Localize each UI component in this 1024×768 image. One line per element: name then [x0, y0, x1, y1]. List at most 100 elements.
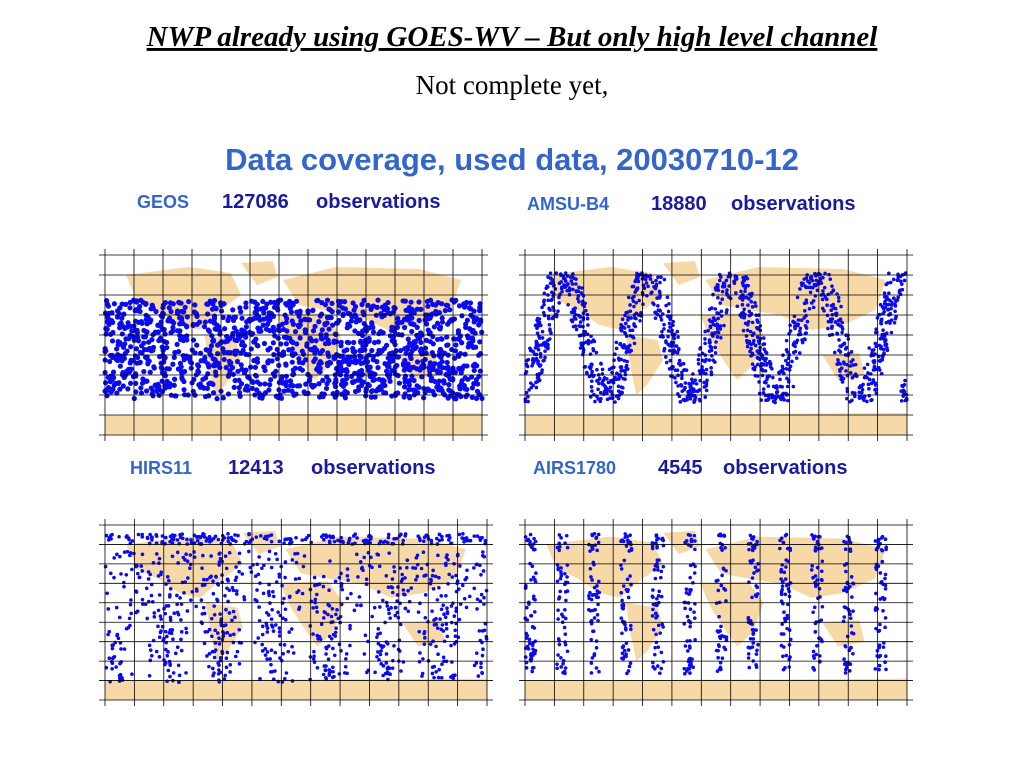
- obs-dot: [179, 630, 184, 634]
- obs-dot: [168, 330, 174, 336]
- obs-dot: [110, 643, 115, 648]
- obs-dot: [177, 360, 184, 366]
- obs-dot: [657, 289, 662, 294]
- obs-dot: [152, 615, 157, 619]
- obs-dot: [369, 320, 375, 326]
- obs-dot: [526, 647, 531, 651]
- obs-dot: [718, 327, 723, 331]
- obs-dot: [117, 305, 123, 311]
- obs-dot: [369, 535, 373, 539]
- obs-dot: [481, 550, 485, 554]
- panel-count: 18880: [651, 193, 707, 215]
- obs-dot: [786, 602, 790, 607]
- obs-dot: [692, 571, 697, 575]
- obs-dot: [444, 359, 450, 366]
- obs-dot: [348, 318, 355, 324]
- obs-dot: [555, 666, 559, 671]
- obs-dot: [205, 654, 209, 658]
- obs-dot: [183, 558, 187, 562]
- obs-dot: [162, 373, 169, 379]
- obs-dot: [531, 650, 536, 655]
- obs-dot: [771, 375, 775, 380]
- obs-dot: [746, 542, 751, 546]
- obs-dot: [312, 356, 318, 362]
- obs-dot: [693, 547, 697, 552]
- obs-dot: [283, 607, 288, 612]
- obs-dot: [419, 566, 424, 571]
- obs-dot: [791, 384, 796, 389]
- obs-dot: [738, 296, 742, 300]
- obs-dot: [446, 382, 452, 388]
- obs-dot: [418, 651, 422, 655]
- obs-dot: [390, 325, 396, 331]
- obs-dot: [707, 340, 712, 345]
- obs-dot: [692, 533, 697, 538]
- obs-dot: [225, 630, 230, 635]
- obs-dot: [358, 360, 364, 367]
- obs-dot: [755, 326, 760, 331]
- obs-dot: [529, 545, 534, 549]
- panel-unit: observations: [723, 457, 847, 479]
- obs-dot: [389, 606, 393, 610]
- obs-dot: [209, 616, 214, 621]
- obs-dot: [685, 614, 690, 619]
- obs-dot: [523, 646, 528, 651]
- obs-dot: [720, 573, 724, 578]
- obs-dot: [454, 573, 458, 578]
- obs-dot: [217, 552, 222, 556]
- obs-dot: [683, 606, 687, 611]
- obs-dot: [852, 394, 857, 399]
- obs-dot: [700, 367, 704, 371]
- obs-dot: [427, 330, 433, 336]
- obs-dot: [785, 616, 790, 621]
- obs-dot: [525, 605, 529, 610]
- obs-dot: [378, 652, 383, 657]
- obs-dot: [873, 539, 878, 543]
- obs-dot: [202, 611, 207, 616]
- obs-dot: [445, 553, 449, 557]
- obs-dot: [390, 666, 395, 670]
- obs-dot: [146, 577, 151, 581]
- obs-dot: [338, 343, 344, 349]
- obs-dot: [395, 610, 400, 615]
- obs-dot: [249, 570, 254, 574]
- obs-dot: [216, 537, 221, 542]
- obs-dot: [542, 313, 547, 318]
- obs-dot: [422, 317, 428, 323]
- obs-dot: [579, 341, 584, 346]
- obs-dot: [162, 355, 168, 361]
- obs-dot: [524, 636, 529, 640]
- obs-dot: [316, 319, 322, 325]
- obs-dot: [157, 556, 162, 561]
- obs-dot: [652, 567, 657, 572]
- obs-dot: [752, 331, 756, 336]
- obs-dot: [352, 304, 359, 310]
- obs-dot: [529, 613, 534, 618]
- obs-dot: [381, 390, 387, 396]
- obs-dot: [874, 344, 879, 349]
- obs-dot: [176, 612, 181, 617]
- obs-dot: [207, 534, 212, 539]
- obs-dot: [244, 319, 250, 325]
- obs-dot: [358, 367, 365, 374]
- obs-dot: [714, 340, 718, 344]
- obs-dot: [132, 551, 136, 556]
- obs-dot: [748, 329, 753, 334]
- obs-dot: [753, 343, 758, 348]
- obs-dot: [535, 324, 540, 329]
- obs-dot: [723, 647, 728, 652]
- obs-dot: [563, 285, 568, 289]
- obs-dot: [590, 545, 594, 550]
- obs-dot: [697, 388, 702, 392]
- obs-dot: [799, 318, 804, 322]
- obs-dot: [222, 677, 227, 681]
- obs-dot: [655, 596, 659, 601]
- obs-dot: [265, 650, 270, 654]
- obs-dot: [301, 564, 306, 569]
- obs-dot: [322, 341, 329, 347]
- obs-dot: [546, 275, 550, 279]
- obs-dot: [277, 572, 282, 577]
- obs-dot: [218, 556, 223, 561]
- obs-dot: [362, 347, 368, 353]
